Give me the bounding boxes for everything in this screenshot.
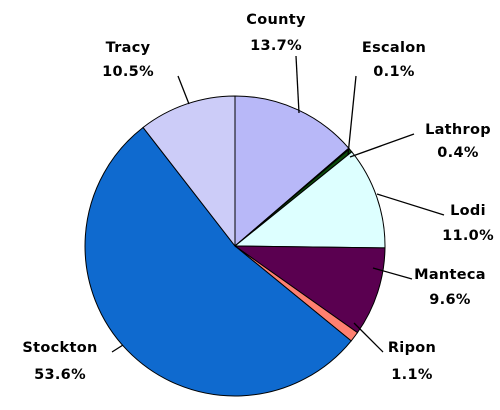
- slice-label-county: County: [246, 12, 306, 28]
- leader-lines: [111, 55, 445, 353]
- pie-slices: [84, 95, 386, 397]
- leader-line-escalon: [347, 75, 357, 156]
- leader-line-tracy: [177, 75, 190, 105]
- leader-line-lodi: [376, 193, 445, 216]
- slice-labels: County 13.7% Escalon 0.1% Lathrop 0.4% Lodi 11.…: [22, 12, 494, 383]
- leader-line-manteca: [372, 267, 413, 280]
- slice-value-manteca: 9.6%: [429, 292, 471, 308]
- leader-line-county: [295, 55, 300, 114]
- slice-value-escalon: 0.1%: [373, 64, 415, 80]
- slice-label-escalon: Escalon: [362, 40, 426, 56]
- slice-value-ripon: 1.1%: [391, 367, 433, 383]
- leader-line-ripon: [353, 322, 384, 353]
- pie-slice-county: [234, 95, 350, 248]
- leader-line-lathrop: [349, 133, 415, 158]
- slice-value-tracy: 10.5%: [102, 64, 154, 80]
- slice-label-ripon: Ripon: [388, 340, 436, 356]
- slice-value-stockton: 53.6%: [34, 367, 86, 383]
- slice-label-stockton: Stockton: [22, 340, 97, 356]
- slice-value-lodi: 11.0%: [442, 228, 494, 244]
- slice-label-manteca: Manteca: [414, 267, 486, 283]
- leader-line-stockton: [111, 344, 124, 353]
- pie-slice-manteca: [233, 245, 386, 334]
- slice-label-tracy: Tracy: [106, 40, 151, 56]
- slice-value-county: 13.7%: [250, 38, 302, 54]
- pie-slice-tracy: [142, 95, 236, 248]
- slice-label-lathrop: Lathrop: [425, 122, 491, 138]
- slice-label-lodi: Lodi: [450, 203, 486, 219]
- slice-value-lathrop: 0.4%: [437, 145, 479, 161]
- pie-slice-stockton: [84, 126, 352, 397]
